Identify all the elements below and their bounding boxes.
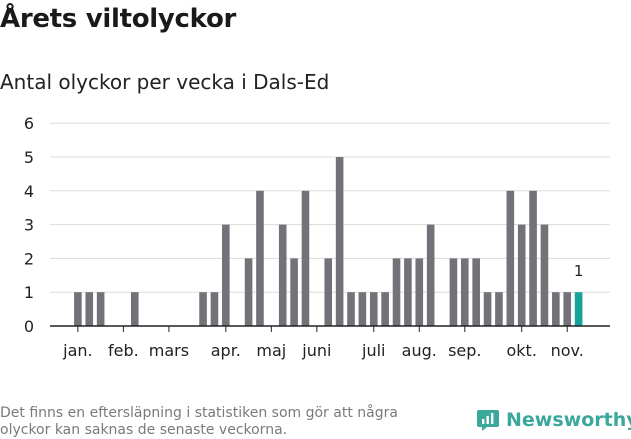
bar bbox=[278, 224, 287, 326]
y-tick-label: 6 bbox=[24, 114, 34, 133]
y-tick-label: 3 bbox=[24, 216, 34, 235]
x-tick-label: apr. bbox=[211, 341, 241, 360]
bar bbox=[210, 292, 219, 326]
x-tick-label: feb. bbox=[108, 341, 139, 360]
bar bbox=[222, 224, 230, 326]
bar bbox=[483, 292, 492, 326]
newsworthy-icon bbox=[477, 410, 499, 431]
x-tick-label: aug. bbox=[402, 341, 437, 360]
y-tick-label: 5 bbox=[24, 148, 34, 167]
bar bbox=[74, 292, 82, 326]
y-tick-label: 4 bbox=[24, 182, 34, 201]
bar bbox=[426, 224, 435, 326]
page-title: Årets viltolyckor bbox=[0, 4, 237, 34]
bar bbox=[563, 292, 572, 326]
bar bbox=[369, 292, 378, 326]
x-tick-label: sep. bbox=[448, 341, 481, 360]
bar-chart: 0 1 2 3 4 5 6 1 jan. feb. mars apr. maj juni juli aug. s… bbox=[24, 114, 610, 360]
bar bbox=[256, 190, 264, 326]
bar bbox=[529, 190, 537, 326]
chart-subtitle: Antal olyckor per vecka i Dals-Ed bbox=[0, 70, 330, 94]
x-tick-label: okt. bbox=[506, 341, 536, 360]
x-tick-label: juli bbox=[361, 341, 385, 360]
bar bbox=[290, 258, 298, 326]
newsworthy-logo[interactable]: Newsworthy bbox=[476, 408, 631, 432]
bar bbox=[324, 258, 333, 326]
bar bbox=[506, 190, 515, 326]
bar bbox=[415, 258, 424, 326]
bar bbox=[517, 224, 526, 326]
bar bbox=[199, 292, 207, 326]
bar bbox=[449, 258, 458, 326]
footnote: Det finns en eftersläpning i statistiken… bbox=[0, 405, 398, 438]
bar bbox=[96, 292, 105, 326]
bar bbox=[461, 258, 469, 326]
x-tick-label: mars bbox=[149, 341, 189, 360]
bar bbox=[472, 258, 480, 326]
bar bbox=[244, 258, 253, 326]
x-tick-label: juni bbox=[301, 341, 331, 360]
bar bbox=[335, 157, 344, 326]
bar-current-week bbox=[574, 292, 583, 326]
last-value-label: 1 bbox=[574, 262, 584, 280]
y-tick-label: 2 bbox=[24, 249, 34, 268]
brand-name: Newsworthy bbox=[506, 409, 631, 431]
bar bbox=[358, 292, 367, 326]
bar bbox=[540, 224, 549, 326]
bar bbox=[130, 292, 139, 326]
bar bbox=[495, 292, 503, 326]
x-tick-label: jan. bbox=[62, 341, 92, 360]
bar bbox=[381, 292, 389, 326]
x-tick-label: maj bbox=[256, 341, 286, 360]
bar bbox=[301, 190, 310, 326]
bar bbox=[347, 292, 355, 326]
bar bbox=[552, 292, 560, 326]
y-tick-label: 1 bbox=[24, 283, 34, 302]
bar bbox=[404, 258, 412, 326]
bar bbox=[392, 258, 401, 326]
bar bbox=[85, 292, 94, 326]
x-tick-label: nov. bbox=[551, 341, 584, 360]
y-tick-label: 0 bbox=[24, 317, 34, 336]
